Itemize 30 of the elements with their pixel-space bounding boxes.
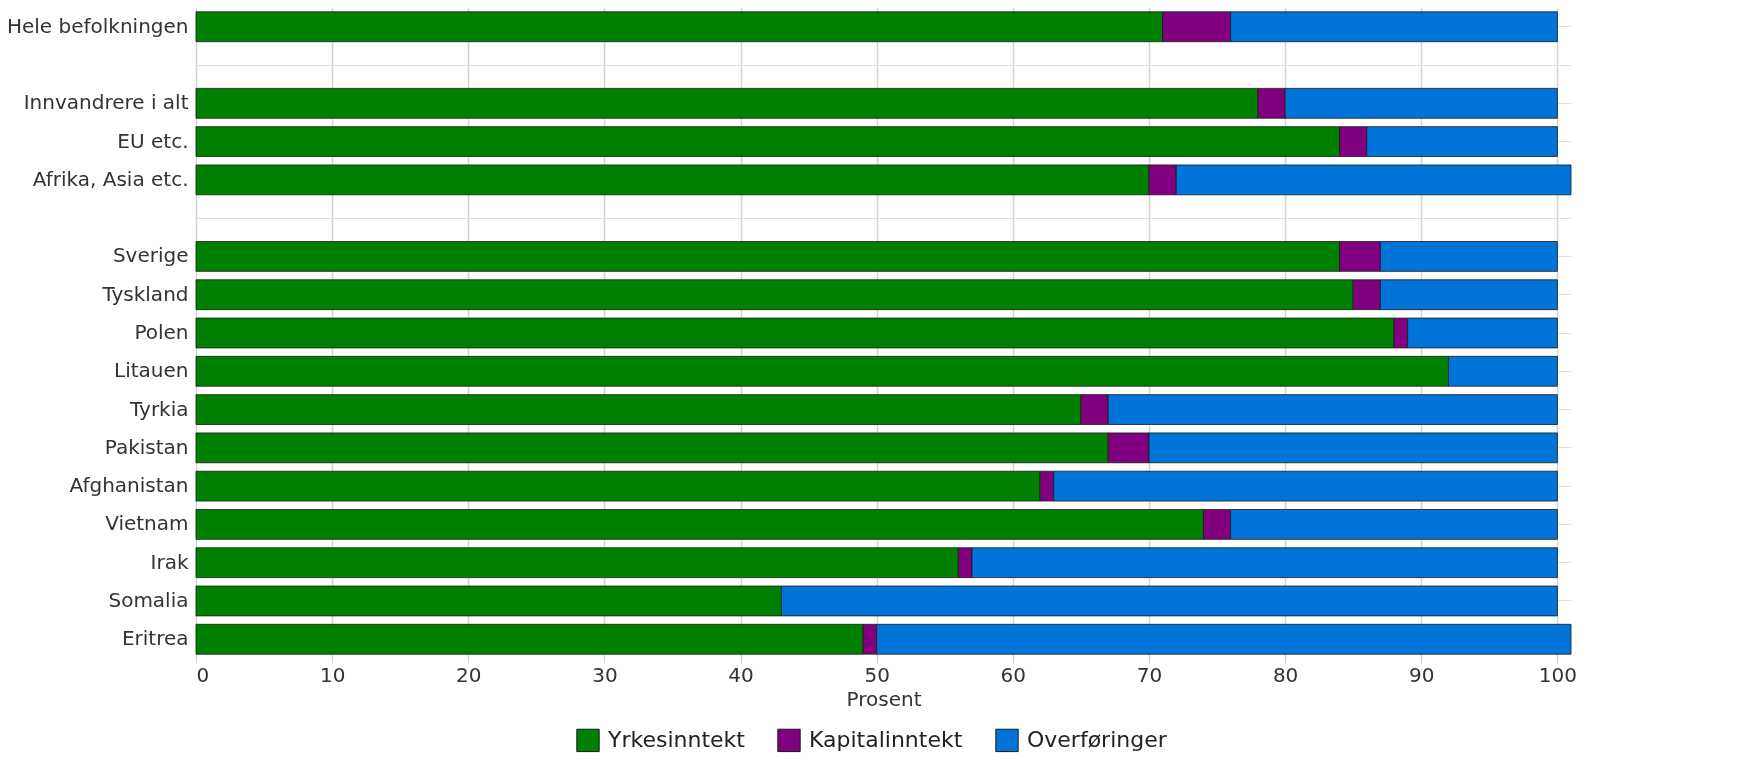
y-tick-label: Irak (150, 549, 189, 574)
x-tick-label: 90 (1409, 662, 1435, 687)
x-tick-label: 40 (728, 662, 754, 687)
y-tick-label: Somalia (108, 587, 189, 612)
y-tick-label: Sverige (112, 243, 189, 268)
y-tick-label: Tyskland (101, 281, 189, 306)
x-axis-title: Prosent (846, 686, 922, 711)
y-tick-label: EU etc. (117, 128, 189, 153)
x-tick-label: 20 (456, 662, 482, 687)
y-tick-label: Polen (134, 320, 189, 344)
y-tick-label: Eritrea (121, 626, 189, 651)
legend-label: Yrkesinntekt (607, 727, 746, 753)
x-tick-label: 70 (1136, 662, 1163, 687)
x-tick-label: 80 (1272, 662, 1299, 687)
legend-label: Kapitalinntekt (809, 727, 963, 753)
x-tick-label: 50 (864, 662, 890, 687)
legend-label: Overføringer (1027, 727, 1168, 753)
y-tick-label: Innvandrere i alt (23, 90, 189, 115)
y-tick-label: Afrika, Asia etc. (32, 166, 189, 191)
x-tick-label: 10 (319, 662, 346, 687)
y-tick-label: Pakistan (104, 434, 189, 459)
y-tick-label: Litauen (114, 358, 189, 383)
x-tick-label: 0 (196, 662, 210, 687)
y-tick-label: Afghanistan (69, 473, 189, 498)
y-tick-label: Hele befolkningen (6, 13, 189, 38)
y-tick-label: Vietnam (105, 511, 189, 536)
x-tick-label: 100 (1538, 662, 1577, 687)
x-tick-label: 60 (1000, 662, 1027, 687)
x-tick-label: 30 (592, 662, 618, 687)
y-tick-label: Tyrkia (128, 396, 189, 421)
